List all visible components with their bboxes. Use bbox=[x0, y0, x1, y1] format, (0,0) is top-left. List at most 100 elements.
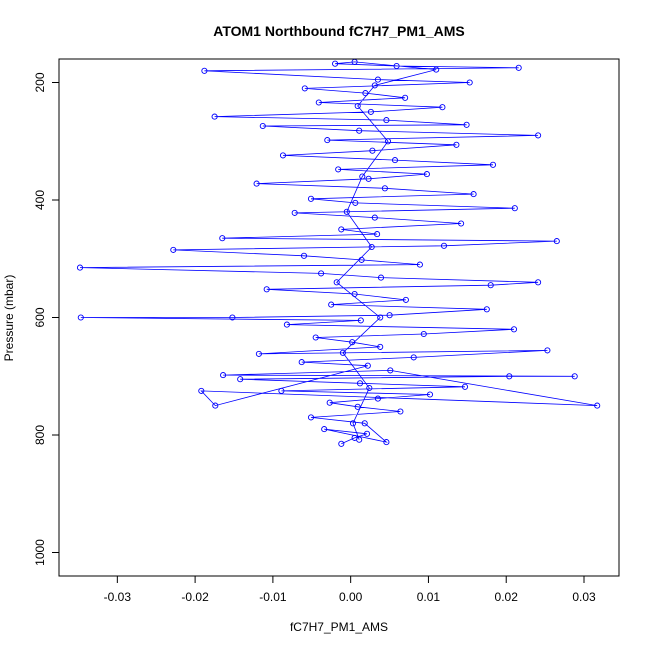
data-point bbox=[393, 62, 400, 70]
data-point bbox=[377, 314, 384, 321]
x-axis: -0.03 -0.02 -0.01 0.00 0.01 0.02 0.03 bbox=[104, 575, 596, 604]
x-tick-label: -0.03 bbox=[104, 590, 132, 604]
data-point bbox=[279, 152, 287, 159]
data-point bbox=[594, 402, 601, 409]
data-point bbox=[439, 104, 446, 111]
data-point bbox=[356, 127, 363, 134]
data-point bbox=[535, 132, 542, 139]
data-point bbox=[383, 439, 390, 446]
data-point bbox=[440, 242, 448, 249]
x-tick-label: 0.01 bbox=[417, 590, 441, 604]
data-point bbox=[315, 99, 322, 106]
data-point bbox=[338, 226, 345, 233]
data-point bbox=[339, 349, 346, 356]
data-point bbox=[367, 108, 374, 115]
data-point bbox=[483, 306, 490, 313]
data-point bbox=[506, 373, 513, 380]
data-point bbox=[377, 274, 385, 281]
data-point bbox=[298, 359, 305, 366]
data-point bbox=[356, 436, 363, 443]
data-point bbox=[383, 117, 390, 124]
x-tick-label: 0.03 bbox=[572, 590, 596, 604]
y-tick-label: 800 bbox=[33, 425, 47, 445]
data-point bbox=[391, 157, 399, 164]
data-point bbox=[335, 166, 342, 173]
x-tick-label: -0.01 bbox=[259, 590, 287, 604]
data-point bbox=[397, 408, 404, 415]
data-point bbox=[291, 209, 298, 216]
data-point bbox=[352, 199, 359, 206]
data-point bbox=[357, 317, 364, 324]
data-point bbox=[402, 94, 409, 101]
data-point bbox=[463, 121, 470, 128]
data-point bbox=[420, 330, 427, 338]
data-point bbox=[356, 380, 364, 387]
data-point bbox=[349, 420, 357, 427]
data-point bbox=[371, 82, 378, 89]
data-point bbox=[278, 387, 285, 394]
data-point bbox=[354, 403, 361, 410]
data-point bbox=[368, 243, 375, 251]
data-point bbox=[453, 141, 460, 148]
chart-title: ATOM1 Northbound fC7H7_PM1_AMS bbox=[213, 23, 465, 39]
data-point bbox=[470, 191, 477, 198]
y-tick-label: 1000 bbox=[33, 539, 47, 566]
data-point bbox=[219, 235, 226, 242]
data-point bbox=[374, 231, 381, 238]
data-point bbox=[321, 426, 328, 433]
data-point bbox=[362, 90, 369, 97]
data-point bbox=[338, 440, 345, 447]
data-point bbox=[358, 256, 365, 263]
data-point bbox=[201, 67, 208, 74]
data-point bbox=[553, 238, 560, 245]
data-point bbox=[259, 122, 266, 130]
data-point bbox=[333, 279, 340, 286]
data-point bbox=[381, 185, 388, 192]
data-point bbox=[365, 175, 372, 182]
data-point bbox=[170, 246, 177, 253]
x-tick-label: -0.02 bbox=[181, 590, 209, 604]
y-axis: 200 400 600 800 1000 bbox=[33, 72, 60, 566]
plot-data bbox=[76, 58, 601, 447]
data-point bbox=[386, 312, 393, 319]
data-point bbox=[326, 399, 333, 406]
x-tick-label: 0.02 bbox=[495, 590, 519, 604]
data-point bbox=[433, 66, 440, 73]
data-point bbox=[535, 279, 542, 286]
data-point bbox=[371, 214, 378, 221]
data-point bbox=[366, 384, 373, 392]
data-point bbox=[351, 290, 358, 298]
x-tick-label: 0.00 bbox=[339, 590, 363, 604]
data-point bbox=[364, 362, 371, 369]
data-point bbox=[410, 354, 417, 361]
data-point bbox=[77, 314, 84, 321]
data-point bbox=[374, 76, 381, 83]
data-point bbox=[312, 334, 319, 341]
data-point bbox=[361, 420, 368, 427]
data-point bbox=[511, 205, 518, 212]
data-point bbox=[571, 373, 578, 380]
data-point bbox=[328, 301, 335, 308]
data-point bbox=[402, 296, 409, 303]
data-point bbox=[377, 343, 384, 350]
series-line bbox=[79, 61, 598, 445]
data-point bbox=[220, 372, 227, 379]
data-point bbox=[461, 383, 469, 390]
data-point bbox=[300, 252, 308, 259]
data-point bbox=[253, 180, 260, 187]
data-point bbox=[359, 173, 366, 180]
data-point bbox=[515, 64, 522, 71]
data-point bbox=[458, 220, 465, 227]
data-point bbox=[354, 102, 361, 110]
data-point bbox=[384, 138, 392, 145]
data-point bbox=[487, 282, 494, 289]
data-point bbox=[318, 270, 325, 277]
data-point bbox=[369, 147, 376, 154]
data-point bbox=[76, 264, 84, 271]
data-point bbox=[229, 314, 236, 321]
data-point bbox=[283, 321, 290, 328]
data-point bbox=[363, 430, 371, 437]
data-point bbox=[343, 208, 350, 215]
data-point bbox=[212, 402, 219, 409]
